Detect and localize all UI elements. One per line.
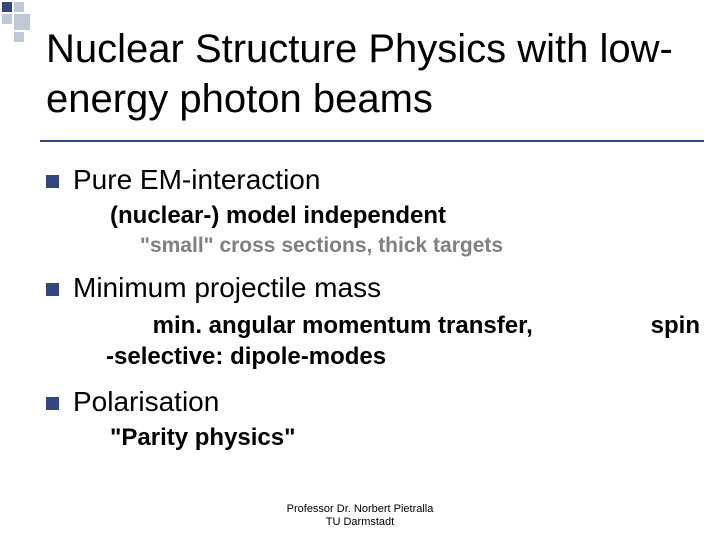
slide-title: Nuclear Structure Physics with low-energ… <box>46 24 700 124</box>
footer: Professor Dr. Norbert Pietralla TU Darms… <box>0 503 720 531</box>
sub-point-left: min. angular momentum transfer, -selecti… <box>106 310 533 372</box>
bullet-heading: Minimum projectile mass <box>73 272 381 304</box>
bullet-heading: Pure EM-interaction <box>73 164 320 196</box>
square-bullet-icon <box>46 175 59 188</box>
bullet-item-3: Polarisation <box>46 386 700 418</box>
square-bullet-icon <box>46 283 59 296</box>
bullet-item-2: Minimum projectile mass <box>46 272 700 304</box>
square-bullet-icon <box>46 397 59 410</box>
sub-sub-point: "small" cross sections, thick targets <box>140 234 700 258</box>
sub-point: min. angular momentum transfer, -selecti… <box>106 310 700 372</box>
content-area: Pure EM-interaction (nuclear-) model ind… <box>46 160 700 452</box>
bullet-heading: Polarisation <box>73 386 219 418</box>
bullet-item-1: Pure EM-interaction <box>46 164 700 196</box>
title-divider <box>40 140 704 142</box>
corner-decoration <box>0 0 38 50</box>
footer-line2: TU Darmstadt <box>0 516 720 530</box>
footer-line1: Professor Dr. Norbert Pietralla <box>0 503 720 517</box>
sub-point-right: spin <box>651 310 700 372</box>
sub-point: "Parity physics" <box>110 424 700 452</box>
sub-point: (nuclear-) model independent <box>110 202 700 230</box>
